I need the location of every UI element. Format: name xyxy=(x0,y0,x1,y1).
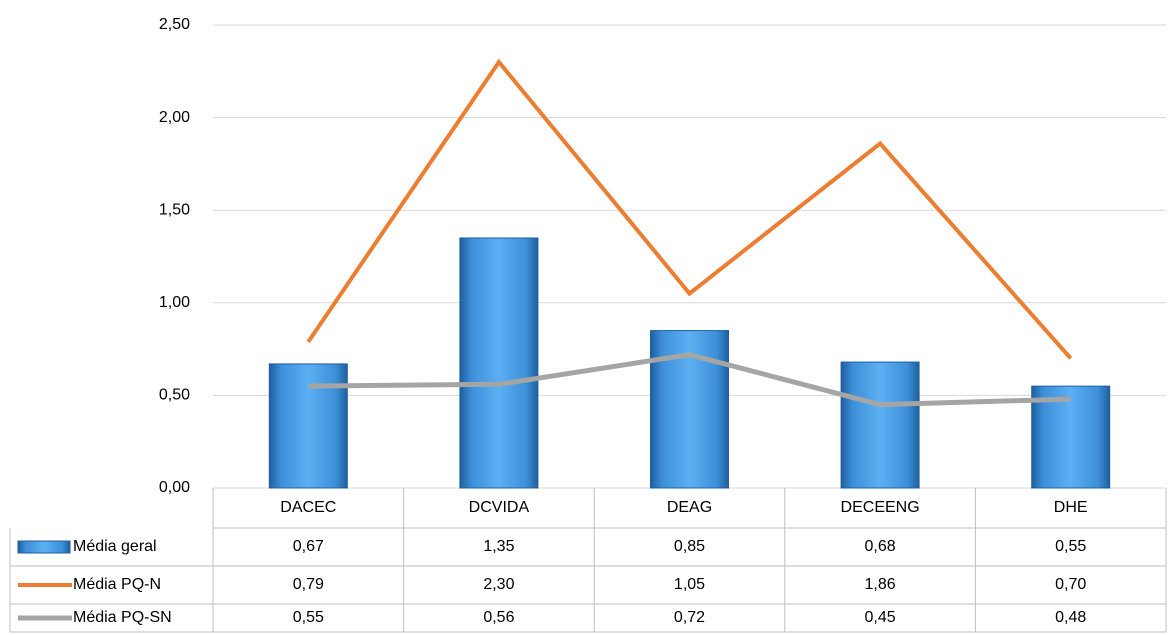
line-series xyxy=(306,58,1073,360)
data-label: 0,48 xyxy=(1055,609,1086,626)
legend-label: Média PQ-SN xyxy=(73,609,172,626)
x-tick-label: DACEC xyxy=(280,499,336,516)
data-label: 0,67 xyxy=(293,538,324,555)
bar xyxy=(1031,385,1111,489)
legend-label: Média PQ-N xyxy=(73,576,161,593)
data-label: 0,56 xyxy=(483,609,514,626)
data-label: 0,70 xyxy=(1055,576,1086,593)
data-label: 1,05 xyxy=(674,576,705,593)
x-tick-label: DEAG xyxy=(667,499,712,516)
y-tick-label: 2,00 xyxy=(159,109,190,126)
data-label: 0,79 xyxy=(293,576,324,593)
data-label: 0,72 xyxy=(674,609,705,626)
bar xyxy=(459,237,539,489)
data-label: 0,55 xyxy=(293,609,324,626)
x-tick-label: DECEENG xyxy=(841,499,920,516)
line-series xyxy=(308,352,1071,408)
y-tick-label: 1,50 xyxy=(159,201,190,218)
data-label: 1,35 xyxy=(483,538,514,555)
data-label: 2,30 xyxy=(483,576,514,593)
data-label: 0,85 xyxy=(674,538,705,555)
x-tick-label: DCVIDA xyxy=(469,499,530,516)
bar xyxy=(268,363,348,489)
legend-label: Média geral xyxy=(73,538,157,555)
bar xyxy=(840,361,920,489)
data-label: 0,68 xyxy=(865,538,896,555)
y-tick-label: 2,50 xyxy=(159,16,190,33)
x-tick-label: DHE xyxy=(1054,499,1088,516)
data-label: 0,45 xyxy=(865,609,896,626)
y-tick-label: 1,00 xyxy=(159,294,190,311)
data-label: 1,86 xyxy=(865,576,896,593)
data-label: 0,55 xyxy=(1055,538,1086,555)
y-tick-label: 0,00 xyxy=(159,479,190,496)
y-tick-label: 0,50 xyxy=(159,387,190,404)
legend-key xyxy=(17,540,71,554)
